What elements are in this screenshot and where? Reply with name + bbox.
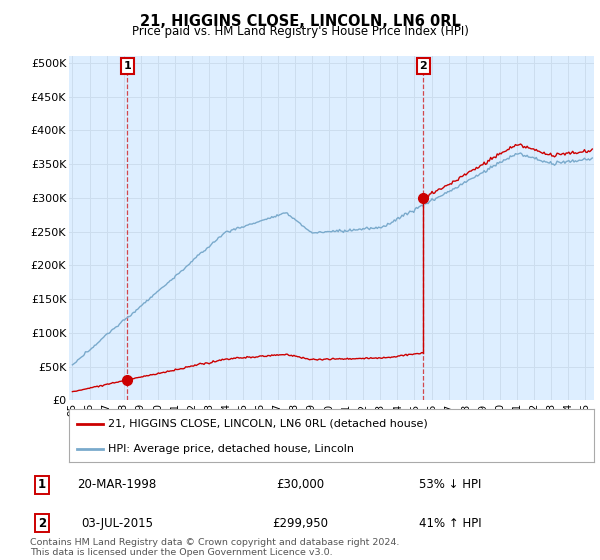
Text: 53% ↓ HPI: 53% ↓ HPI [419,478,481,492]
Text: 1: 1 [38,478,46,492]
Text: £30,000: £30,000 [276,478,324,492]
Text: 20-MAR-1998: 20-MAR-1998 [77,478,157,492]
Text: HPI: Average price, detached house, Lincoln: HPI: Average price, detached house, Linc… [109,444,355,454]
Text: 03-JUL-2015: 03-JUL-2015 [81,517,153,530]
Text: 1: 1 [124,61,131,71]
Text: 41% ↑ HPI: 41% ↑ HPI [419,517,481,530]
Text: 21, HIGGINS CLOSE, LINCOLN, LN6 0RL (detached house): 21, HIGGINS CLOSE, LINCOLN, LN6 0RL (det… [109,419,428,429]
Text: 2: 2 [419,61,427,71]
Text: 2: 2 [38,517,46,530]
Text: Price paid vs. HM Land Registry's House Price Index (HPI): Price paid vs. HM Land Registry's House … [131,25,469,38]
Text: £299,950: £299,950 [272,517,328,530]
Text: Contains HM Land Registry data © Crown copyright and database right 2024.
This d: Contains HM Land Registry data © Crown c… [30,538,400,557]
Text: 21, HIGGINS CLOSE, LINCOLN, LN6 0RL: 21, HIGGINS CLOSE, LINCOLN, LN6 0RL [140,14,460,29]
